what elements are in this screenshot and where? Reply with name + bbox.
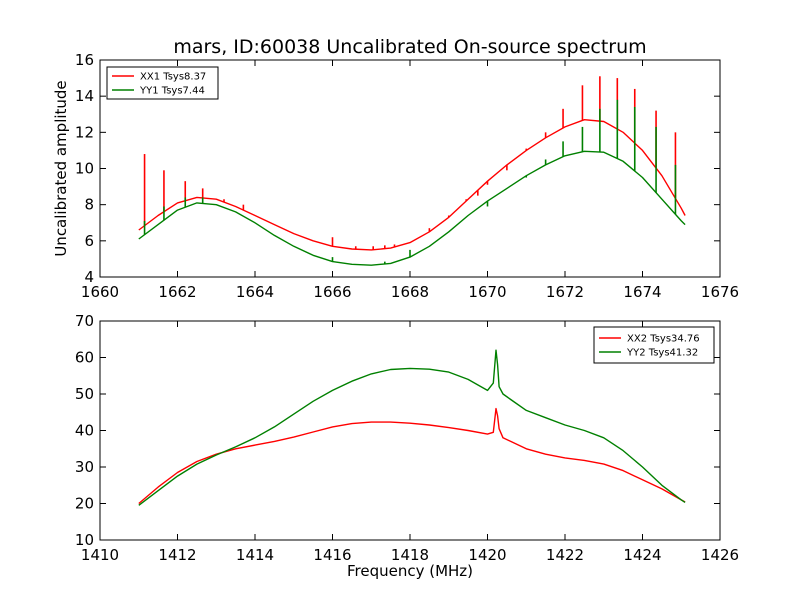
legend-entry: XX1 Tsys8.37 bbox=[140, 72, 206, 83]
x-tick-label: 1668 bbox=[391, 283, 429, 301]
x-tick-label: 1420 bbox=[468, 546, 506, 564]
x-tick-label: 1676 bbox=[701, 283, 739, 301]
y-tick-label: 20 bbox=[75, 495, 94, 513]
y-tick-label: 60 bbox=[75, 349, 94, 367]
x-tick-label: 1424 bbox=[623, 546, 661, 564]
figure-title: mars, ID:60038 Uncalibrated On-source sp… bbox=[173, 36, 646, 58]
x-tick-label: 1418 bbox=[391, 546, 429, 564]
x-tick-label: 1674 bbox=[623, 283, 661, 301]
y-tick-label: 30 bbox=[75, 458, 94, 476]
x-tick-label: 1410 bbox=[81, 546, 119, 564]
y-tick-label: 50 bbox=[75, 385, 94, 403]
y-tick-label: 10 bbox=[75, 160, 94, 178]
legend-entry: YY1 Tsys7.44 bbox=[139, 86, 205, 97]
y-tick-label: 4 bbox=[84, 268, 94, 286]
x-axis-label: Frequency (MHz) bbox=[347, 562, 473, 580]
legend: XX2 Tsys34.76 YY2 Tsys41.32 bbox=[593, 326, 715, 364]
series-line-0-1 bbox=[138, 150, 686, 266]
legend-entry: XX2 Tsys34.76 bbox=[627, 334, 700, 345]
y-tick-label: 6 bbox=[84, 232, 94, 250]
x-tick-label: 1414 bbox=[236, 546, 274, 564]
y-tick-label: 14 bbox=[75, 87, 94, 105]
series-line-1-0 bbox=[138, 407, 686, 505]
x-tick-label: 1672 bbox=[546, 283, 584, 301]
x-tick-label: 1426 bbox=[701, 546, 739, 564]
series-line-1-1 bbox=[138, 349, 686, 506]
legend-entry: YY2 Tsys41.32 bbox=[626, 348, 698, 359]
y-tick-label: 8 bbox=[84, 196, 94, 214]
x-tick-label: 1412 bbox=[158, 546, 196, 564]
legend-box bbox=[106, 66, 219, 100]
legend-box bbox=[593, 326, 715, 364]
x-tick-label: 1662 bbox=[158, 283, 196, 301]
x-tick-label: 1666 bbox=[313, 283, 351, 301]
x-tick-label: 1416 bbox=[313, 546, 351, 564]
y-tick-label: 12 bbox=[75, 123, 94, 141]
x-tick-label: 1660 bbox=[81, 283, 119, 301]
y-tick-label: 16 bbox=[75, 51, 94, 69]
y-tick-label: 10 bbox=[75, 531, 94, 549]
y-tick-label: 40 bbox=[75, 422, 94, 440]
x-tick-label: 1670 bbox=[468, 283, 506, 301]
x-tick-label: 1422 bbox=[546, 546, 584, 564]
bottom-panel: 1410 1412 1414 1416 1418 1420 1422 1424 1426 10 20… bbox=[75, 312, 739, 580]
y-tick-label: 70 bbox=[75, 312, 94, 330]
series-line-0-0 bbox=[138, 119, 686, 251]
legend: XX1 Tsys8.37 YY1 Tsys7.44 bbox=[106, 66, 219, 100]
y-axis-label: Uncalibrated amplitude bbox=[52, 80, 70, 256]
x-tick-label: 1664 bbox=[236, 283, 274, 301]
top-panel: 1660 1662 1664 1666 1668 1670 1672 1674 1676 4 6 8 1… bbox=[52, 51, 739, 301]
